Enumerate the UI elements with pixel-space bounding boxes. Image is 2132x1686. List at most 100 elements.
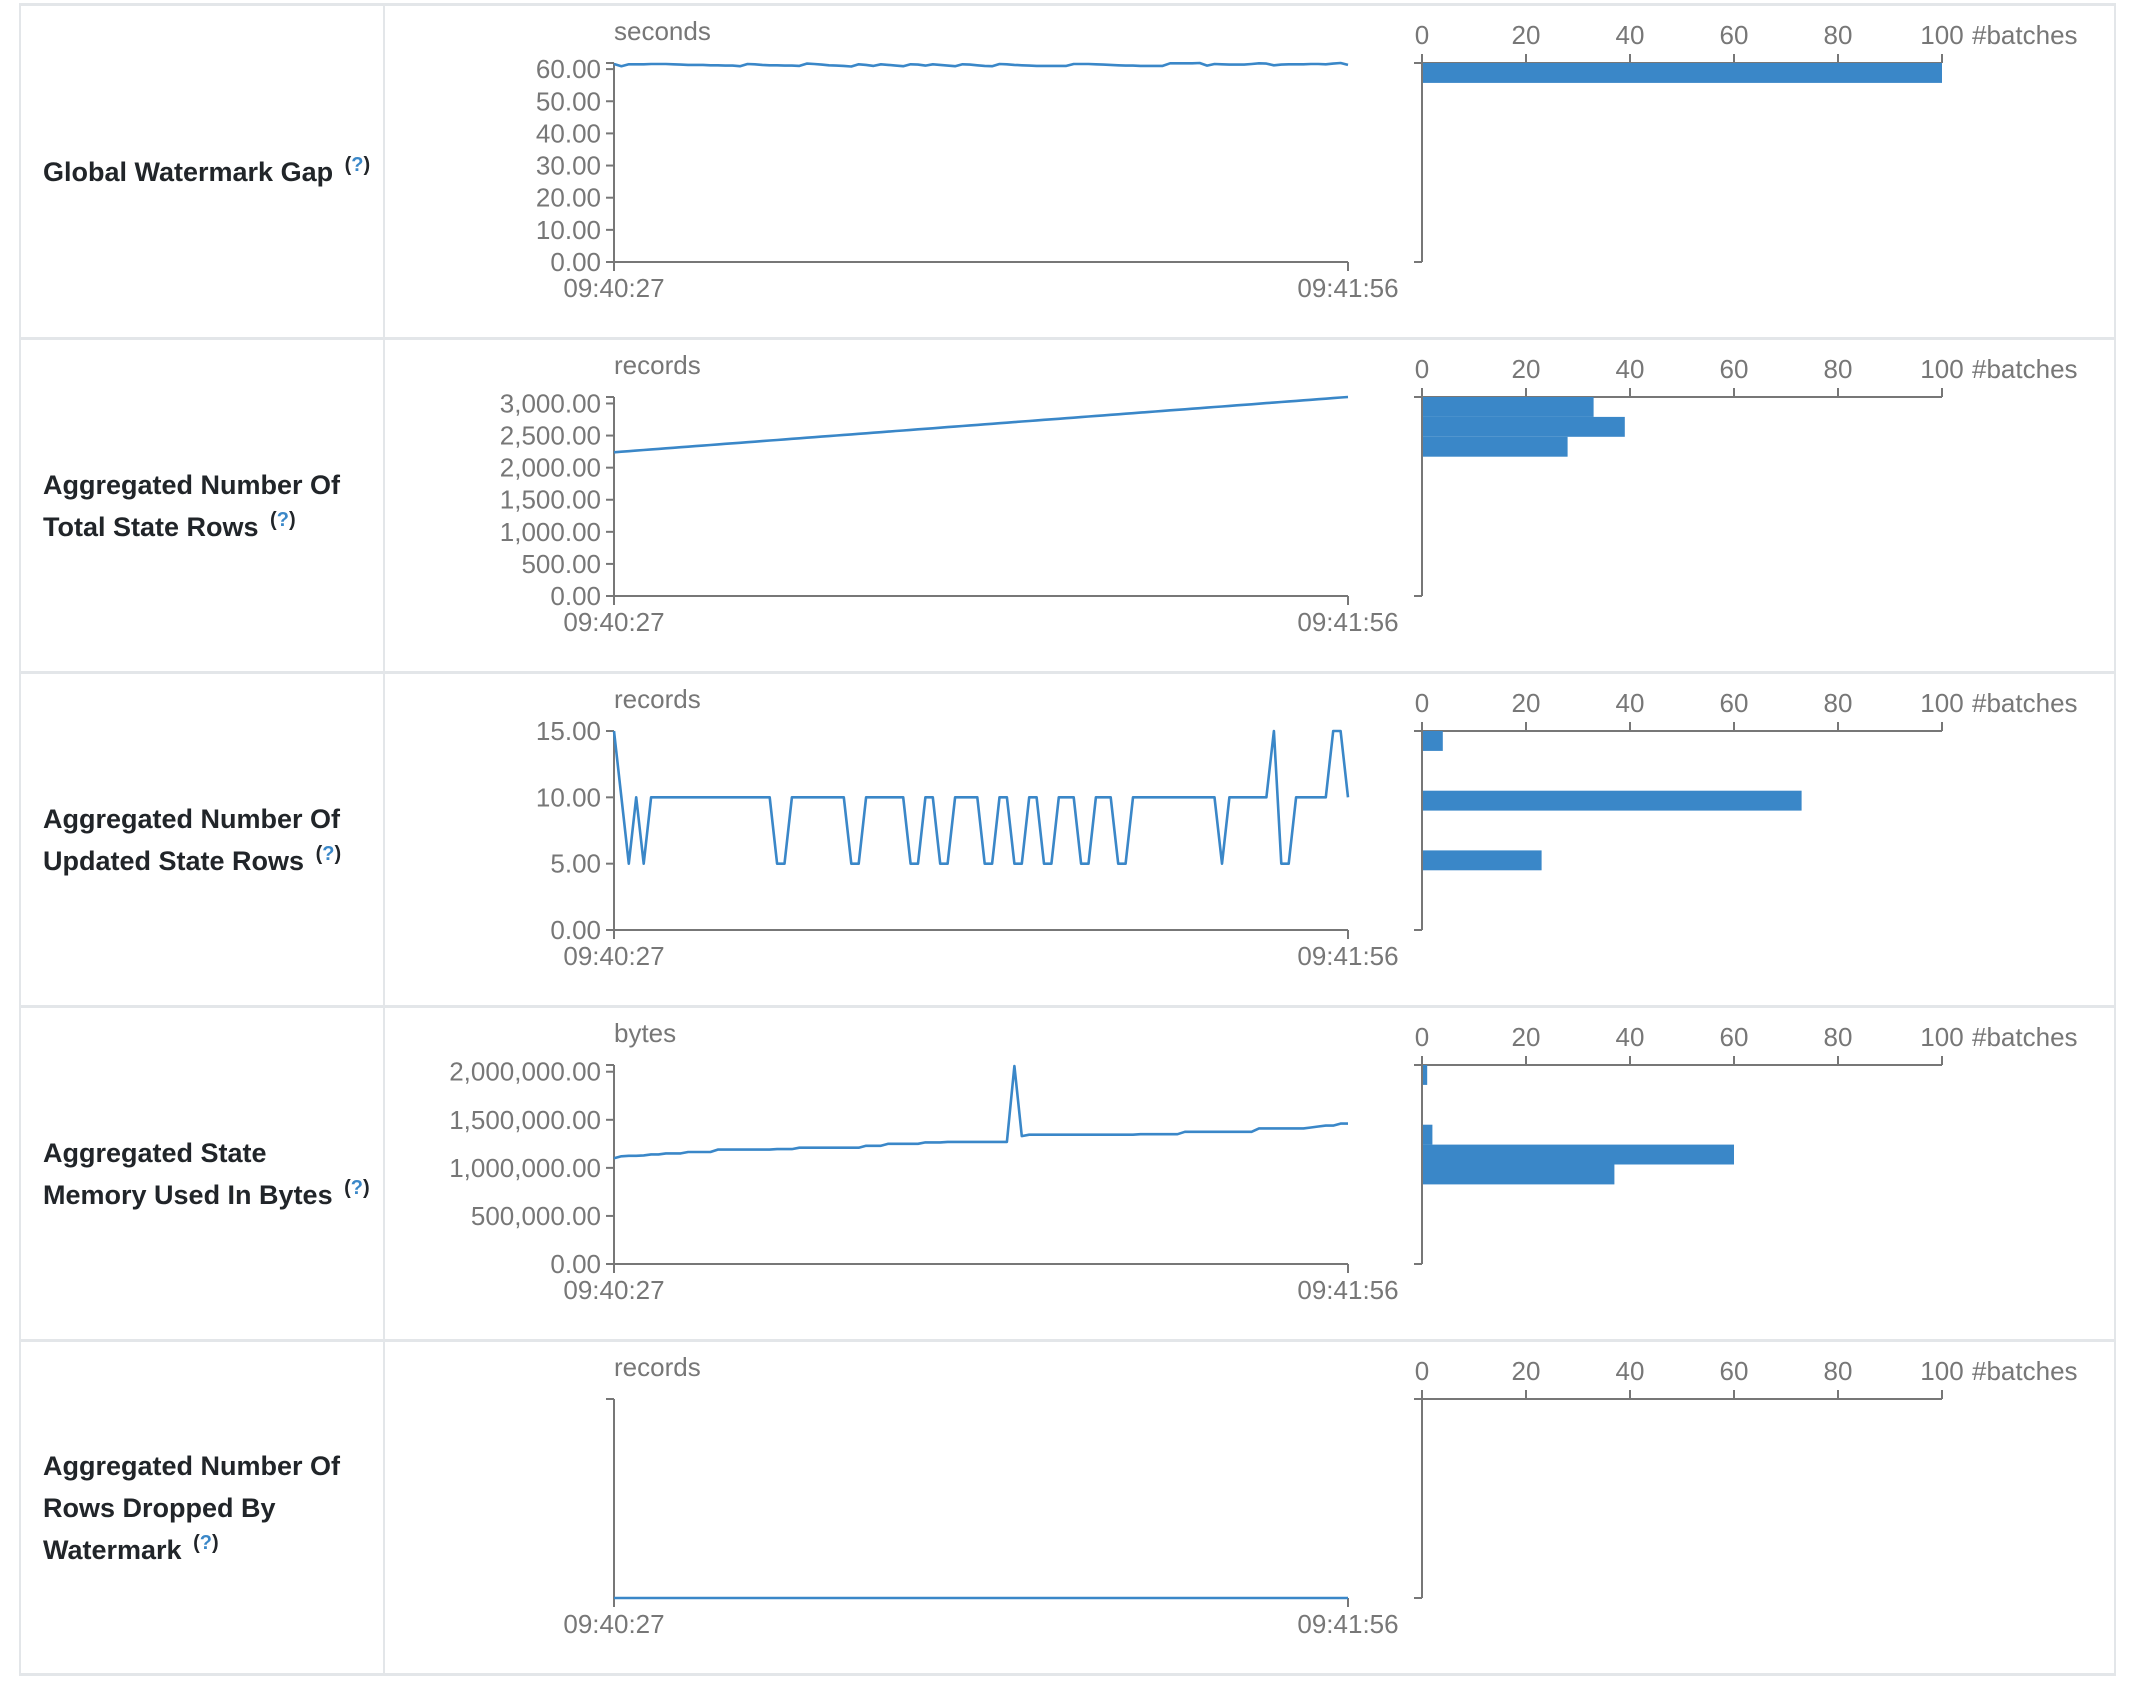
histogram-x-tick-label: 100 <box>1920 20 1963 50</box>
y-tick-label: 0.00 <box>550 581 601 611</box>
metric-label-cell: Aggregated Number Of Updated State Rows … <box>21 674 385 1005</box>
histogram-x-tick-label: 0 <box>1415 1022 1429 1052</box>
metric-row-state-memory: Aggregated State Memory Used In Bytes (?… <box>19 1008 2116 1342</box>
help-question-icon[interactable]: ? <box>351 153 364 176</box>
chart-updated-state-rows: records 09:40:27 09:41:56 0.00 5.00 10.00 15.0… <box>536 684 2078 971</box>
help-question-icon[interactable]: ? <box>350 1176 363 1199</box>
metric-row-updated-state-rows: Aggregated Number Of Updated State Rows … <box>19 674 2116 1008</box>
metric-label-cell: Aggregated Number Of Rows Dropped By Wat… <box>21 1342 385 1673</box>
y-tick-label: 40.00 <box>536 118 601 148</box>
histogram-x-tick-label: 80 <box>1824 688 1853 718</box>
x-tick-label: 09:41:56 <box>1297 1609 1398 1639</box>
metric-row-rows-dropped: Aggregated Number Of Rows Dropped By Wat… <box>19 1342 2116 1676</box>
series-line <box>613 395 1349 454</box>
metric-label: Aggregated Number Of Total State Rows <box>43 469 341 542</box>
histogram-x-tick-label: 80 <box>1824 1356 1853 1386</box>
histogram-x-tick-label: 20 <box>1512 1022 1541 1052</box>
metrics-table: Global Watermark Gap (?) seconds 09:40:27… <box>19 3 2116 1676</box>
series-line <box>612 729 1350 865</box>
metric-label-cell: Aggregated Number Of Total State Rows (?… <box>21 340 385 671</box>
y-tick-label: 1,000.00 <box>500 517 601 547</box>
y-axis-unit-label: records <box>614 1352 701 1382</box>
histogram-x-tick-label: 0 <box>1415 354 1429 384</box>
y-axis-unit-label: bytes <box>614 1018 676 1048</box>
metric-label: Aggregated Number Of Updated State Rows <box>43 803 341 876</box>
chart-global-watermark-gap: seconds 09:40:27 09:41:56 0.0010.0020.0030.… <box>536 16 2078 303</box>
histogram-x-tick-label: 40 <box>1616 1356 1645 1386</box>
histogram-x-tick-label: 80 <box>1824 354 1853 384</box>
y-tick-label: 60.00 <box>536 54 601 84</box>
y-tick-label: 50.00 <box>536 86 601 116</box>
histogram-x-tick-label: 80 <box>1824 1022 1853 1052</box>
histogram-x-tick-label: 20 <box>1512 1356 1541 1386</box>
metric-label: Global Watermark Gap <box>43 156 334 187</box>
x-tick-label: 09:40:27 <box>563 607 664 637</box>
help-tooltip[interactable]: (?) <box>270 508 296 531</box>
y-axis-unit-label: records <box>614 684 701 714</box>
metric-label-cell: Global Watermark Gap (?) <box>21 6 385 337</box>
y-tick-label: 2,000,000.00 <box>449 1057 601 1087</box>
series-line <box>613 1064 1348 1160</box>
y-tick-label: 20.00 <box>536 183 601 213</box>
series-line <box>613 61 1349 68</box>
y-tick-label: 15.00 <box>536 716 601 746</box>
metric-label-cell: Aggregated State Memory Used In Bytes (?… <box>21 1008 385 1339</box>
x-tick-label: 09:40:27 <box>563 273 664 303</box>
histogram-x-tick-label: 60 <box>1720 1022 1749 1052</box>
x-tick-label: 09:41:56 <box>1297 607 1398 637</box>
histogram-x-tick-label: 40 <box>1616 688 1645 718</box>
metric-label: Aggregated State Memory Used In Bytes <box>43 1137 333 1210</box>
histogram-x-tick-label: 100 <box>1920 354 1963 384</box>
metric-row-total-state-rows: Aggregated Number Of Total State Rows (?… <box>19 340 2116 674</box>
histogram-x-tick-label: 40 <box>1616 1022 1645 1052</box>
y-tick-label: 500,000.00 <box>471 1201 601 1231</box>
y-tick-label: 1,000,000.00 <box>449 1153 601 1183</box>
histogram-x-tick-label: 100 <box>1920 688 1963 718</box>
y-tick-label: 1,500.00 <box>500 485 601 515</box>
histogram-x-tick-label: 60 <box>1720 688 1749 718</box>
x-tick-label: 09:41:56 <box>1297 1275 1398 1305</box>
histogram-x-tick-label: 40 <box>1616 20 1645 50</box>
histogram-bar <box>1423 1164 1615 1185</box>
histogram-axis-label: #batches <box>1972 1022 2078 1052</box>
histogram-bar <box>1423 850 1542 871</box>
help-question-icon[interactable]: ? <box>276 508 289 531</box>
y-tick-label: 5.00 <box>550 849 601 879</box>
histogram-bar <box>1423 1065 1428 1085</box>
help-question-icon[interactable]: ? <box>199 1531 212 1554</box>
y-tick-label: 1,500,000.00 <box>449 1105 601 1135</box>
y-tick-label: 0.00 <box>550 1249 601 1279</box>
histogram-x-tick-label: 100 <box>1920 1022 1963 1052</box>
y-tick-label: 500.00 <box>521 549 601 579</box>
x-tick-label: 09:40:27 <box>563 1609 664 1639</box>
x-tick-label: 09:40:27 <box>563 941 664 971</box>
x-tick-label: 09:41:56 <box>1297 941 1398 971</box>
help-tooltip[interactable]: (?) <box>193 1531 219 1554</box>
y-axis-unit-label: seconds <box>614 16 711 46</box>
histogram-bar <box>1423 397 1594 417</box>
chart-state-memory: bytes 09:40:27 09:41:56 0.00 500,000.00 1,000… <box>449 1018 2078 1305</box>
y-tick-label: 2,500.00 <box>500 421 601 451</box>
histogram-bar <box>1423 416 1625 437</box>
histogram-axis-label: #batches <box>1972 688 2078 718</box>
help-question-icon[interactable]: ? <box>322 842 335 865</box>
histogram-bar <box>1423 436 1568 457</box>
histogram-x-tick-label: 0 <box>1415 1356 1429 1386</box>
histogram-bar <box>1423 790 1802 811</box>
y-tick-label: 2,000.00 <box>500 453 601 483</box>
histogram-x-tick-label: 20 <box>1512 20 1541 50</box>
histogram-x-tick-label: 80 <box>1824 20 1853 50</box>
help-tooltip[interactable]: (?) <box>315 842 342 865</box>
histogram-x-tick-label: 40 <box>1616 354 1645 384</box>
chart-total-state-rows: records 09:40:27 09:41:56 0.00500.001,000.0… <box>500 350 2078 637</box>
histogram-bar <box>1423 63 1942 83</box>
histogram-axis-label: #batches <box>1972 354 2078 384</box>
y-tick-label: 30.00 <box>536 151 601 181</box>
x-tick-label: 09:40:27 <box>563 1275 664 1305</box>
help-tooltip[interactable]: (?) <box>344 153 371 176</box>
histogram-x-tick-label: 60 <box>1720 354 1749 384</box>
histogram-x-tick-label: 0 <box>1415 688 1429 718</box>
chart-rows-dropped: records 09:40:27 09:41:56 0 20 40 60 80 100 #batc… <box>563 1352 2077 1639</box>
y-tick-label: 3,000.00 <box>500 388 601 418</box>
help-tooltip[interactable]: (?) <box>344 1176 370 1199</box>
